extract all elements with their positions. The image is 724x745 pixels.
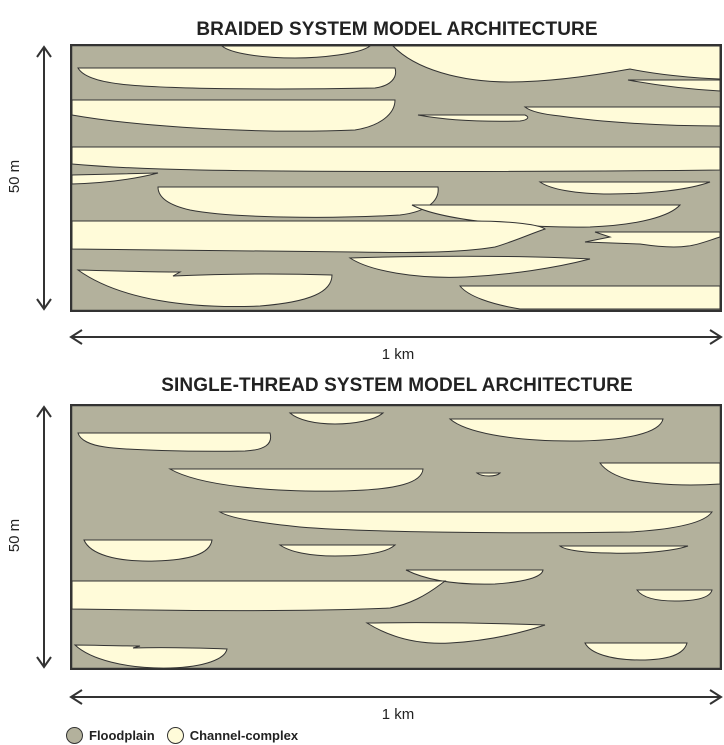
channel-body (71, 172, 159, 185)
vertical-scale-arrow-top (28, 44, 60, 312)
channel-body (77, 67, 397, 90)
horizontal-scale-label-top: 1 km (381, 346, 415, 363)
horizontal-scale-arrow-top (68, 327, 724, 347)
channel-body (523, 106, 721, 127)
channel-body (538, 181, 711, 195)
channel-body (220, 45, 372, 59)
channel-body (76, 269, 333, 308)
horizontal-scale-label-bottom: 1 km (381, 706, 415, 723)
floodplain-swatch (66, 726, 83, 744)
double-arrow-vertical-icon (36, 45, 52, 311)
vertical-scale-label-bottom: 50 m (6, 518, 24, 553)
channel-body (71, 99, 396, 132)
channel-body (218, 511, 713, 534)
channel-body (417, 114, 529, 122)
horizontal-scale-arrow-bottom (68, 687, 724, 707)
channel-body (278, 544, 397, 557)
braided-architecture-panel (70, 44, 722, 312)
braided-cross-section (70, 44, 722, 312)
channel-body (627, 79, 721, 92)
channel-body (83, 539, 213, 562)
channel-body (636, 589, 713, 602)
channel-body (411, 204, 682, 228)
channel-body (458, 285, 721, 310)
channel-body (584, 642, 688, 661)
channel-body (73, 644, 228, 669)
channel-body (475, 472, 502, 477)
braided-title: BRAIDED SYSTEM MODEL ARCHITECTURE (196, 19, 598, 40)
double-arrow-horizontal-icon (69, 689, 723, 705)
channel-body (288, 412, 385, 425)
channel-body (599, 462, 721, 486)
channel-body (348, 255, 591, 278)
channel-body (71, 146, 721, 172)
channel-body (71, 580, 447, 612)
floodplain-legend-label: Floodplain (89, 727, 155, 743)
channel-body (448, 418, 664, 442)
channel-body (77, 432, 272, 452)
channel-body (558, 545, 689, 554)
channel-body (365, 622, 546, 644)
single-thread-architecture-panel (70, 404, 722, 670)
vertical-scale-label-top: 50 m (6, 159, 24, 194)
vertical-scale-arrow-bottom (28, 404, 60, 670)
channel-body (391, 45, 721, 83)
double-arrow-vertical-icon (36, 405, 52, 669)
double-arrow-horizontal-icon (69, 329, 723, 345)
channel-body (71, 220, 547, 253)
channel-body (584, 231, 721, 248)
channel-complex-legend-label: Channel-complex (189, 727, 299, 743)
channel-complex-swatch (166, 726, 184, 744)
single-thread-title: SINGLE-THREAD SYSTEM MODEL ARCHITECTURE (161, 375, 633, 396)
legend: Floodplain Channel-complex (66, 725, 310, 745)
single-thread-cross-section (70, 404, 722, 670)
channel-body (168, 468, 424, 492)
